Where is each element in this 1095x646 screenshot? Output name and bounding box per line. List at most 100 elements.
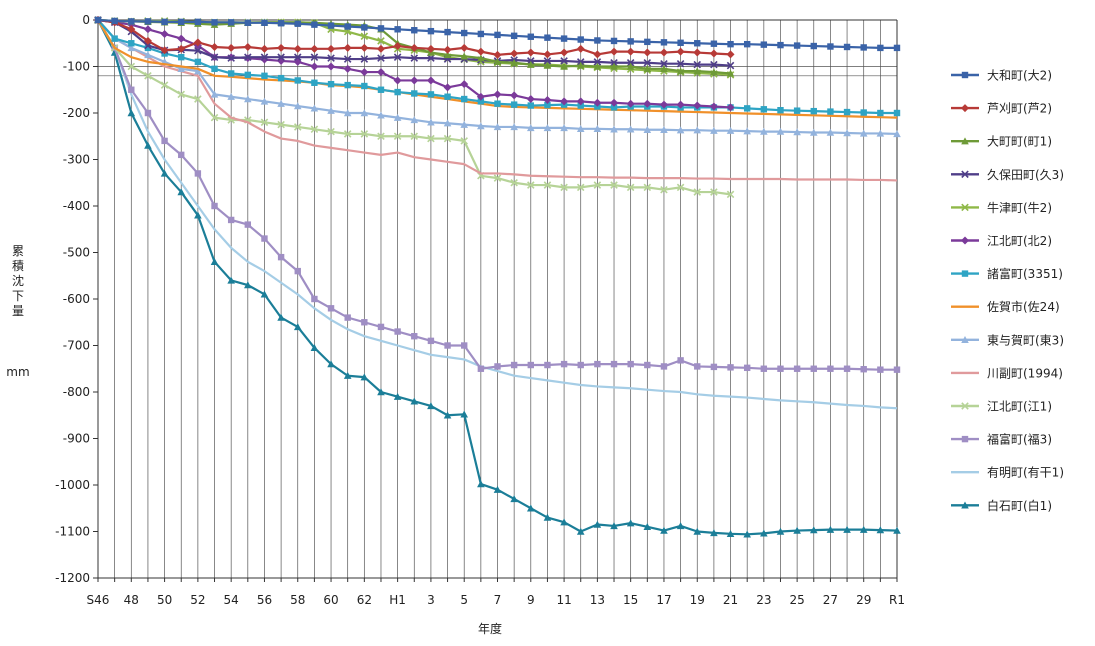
data-point bbox=[494, 31, 501, 39]
data-point bbox=[610, 360, 618, 368]
data-point bbox=[610, 62, 618, 70]
data-point bbox=[360, 130, 369, 138]
data-point bbox=[726, 50, 735, 59]
legend-label: 芦刈町(芦2) bbox=[987, 102, 1052, 116]
legend-label: 佐賀市(佐24) bbox=[987, 299, 1060, 314]
data-point bbox=[377, 54, 385, 62]
data-point bbox=[210, 113, 219, 122]
data-point bbox=[461, 29, 468, 37]
data-point bbox=[710, 68, 718, 76]
data-point bbox=[476, 47, 485, 56]
data-point bbox=[244, 95, 252, 103]
data-point bbox=[693, 126, 702, 134]
data-point bbox=[827, 365, 834, 372]
data-point bbox=[427, 118, 435, 126]
data-point bbox=[177, 34, 186, 43]
data-point bbox=[144, 18, 152, 25]
data-point bbox=[277, 20, 285, 27]
data-point bbox=[961, 104, 969, 113]
data-point bbox=[227, 276, 235, 284]
data-point bbox=[427, 337, 435, 345]
data-point bbox=[144, 109, 152, 117]
data-point bbox=[360, 32, 369, 41]
data-point bbox=[327, 22, 335, 29]
x-tick-label: 11 bbox=[556, 593, 571, 607]
data-point bbox=[294, 77, 301, 84]
data-point bbox=[144, 41, 152, 50]
data-point bbox=[510, 58, 518, 66]
data-point bbox=[961, 71, 969, 79]
data-point bbox=[577, 36, 584, 43]
data-point bbox=[610, 522, 618, 530]
y-tick-label: -900 bbox=[63, 432, 90, 446]
data-point bbox=[460, 137, 468, 145]
data-point bbox=[777, 107, 784, 114]
data-point bbox=[393, 76, 402, 85]
data-point bbox=[411, 90, 418, 97]
data-point bbox=[211, 202, 218, 210]
data-point bbox=[961, 203, 969, 212]
data-point bbox=[776, 127, 785, 135]
data-point bbox=[443, 83, 452, 92]
data-point bbox=[128, 40, 135, 47]
legend-label: 牛津町(牛2) bbox=[987, 200, 1052, 215]
data-point bbox=[860, 366, 867, 373]
legend-item: 東与賀町(東3) bbox=[951, 333, 1064, 347]
data-point bbox=[361, 319, 368, 326]
data-point bbox=[560, 62, 568, 70]
data-point bbox=[210, 53, 219, 61]
data-point bbox=[809, 526, 818, 534]
data-point bbox=[327, 54, 335, 62]
data-point bbox=[776, 527, 785, 535]
data-point bbox=[477, 54, 485, 62]
data-point bbox=[710, 60, 718, 69]
data-point bbox=[843, 108, 851, 116]
data-point bbox=[344, 81, 351, 89]
data-point bbox=[393, 132, 402, 141]
data-point bbox=[227, 19, 235, 26]
data-point bbox=[693, 188, 702, 196]
data-point bbox=[760, 529, 768, 537]
legend-item: 江北町(江1) bbox=[951, 400, 1052, 414]
data-point bbox=[493, 485, 502, 493]
x-tick-label: 50 bbox=[157, 593, 172, 607]
data-point bbox=[310, 344, 319, 352]
data-point bbox=[676, 47, 685, 56]
legend-item: 大町町(町1) bbox=[951, 135, 1052, 149]
series-layer bbox=[94, 16, 901, 538]
x-tick-label: 9 bbox=[527, 593, 535, 607]
legend-label: 川副町(1994) bbox=[987, 366, 1063, 380]
data-point bbox=[693, 60, 702, 69]
data-point bbox=[244, 221, 252, 228]
x-tick-label: 48 bbox=[124, 593, 139, 607]
x-tick-label: 58 bbox=[290, 593, 305, 607]
data-point bbox=[526, 60, 535, 68]
legend-label: 白石町(白1) bbox=[987, 498, 1052, 513]
data-point bbox=[643, 59, 652, 67]
data-point bbox=[777, 41, 784, 49]
data-point bbox=[111, 17, 118, 25]
data-point bbox=[393, 53, 402, 61]
data-point bbox=[377, 388, 385, 396]
data-point bbox=[577, 361, 584, 369]
data-point bbox=[460, 52, 469, 60]
legend-label: 江北町(江1) bbox=[987, 400, 1052, 414]
data-point bbox=[709, 102, 718, 111]
data-point bbox=[261, 72, 268, 79]
data-point bbox=[310, 44, 319, 53]
data-point bbox=[626, 125, 635, 133]
data-point bbox=[660, 185, 668, 194]
data-point bbox=[726, 69, 735, 77]
data-point bbox=[893, 366, 901, 373]
legend-label: 大町町(町1) bbox=[987, 135, 1052, 149]
data-point bbox=[493, 50, 502, 59]
legend: 大和町(大2) 芦刈町(芦2) 大町町(町1) 久保田町(久3) 牛津町(牛2) 江北町(… bbox=[951, 69, 1064, 513]
data-point bbox=[394, 26, 401, 33]
data-point bbox=[161, 18, 168, 26]
data-point bbox=[294, 267, 301, 275]
data-point bbox=[327, 106, 335, 114]
legend-label: 有明町(有干1) bbox=[987, 466, 1064, 480]
x-tick-label: S46 bbox=[87, 593, 110, 607]
legend-item: 福富町(福3) bbox=[951, 432, 1052, 447]
data-point bbox=[593, 181, 602, 189]
